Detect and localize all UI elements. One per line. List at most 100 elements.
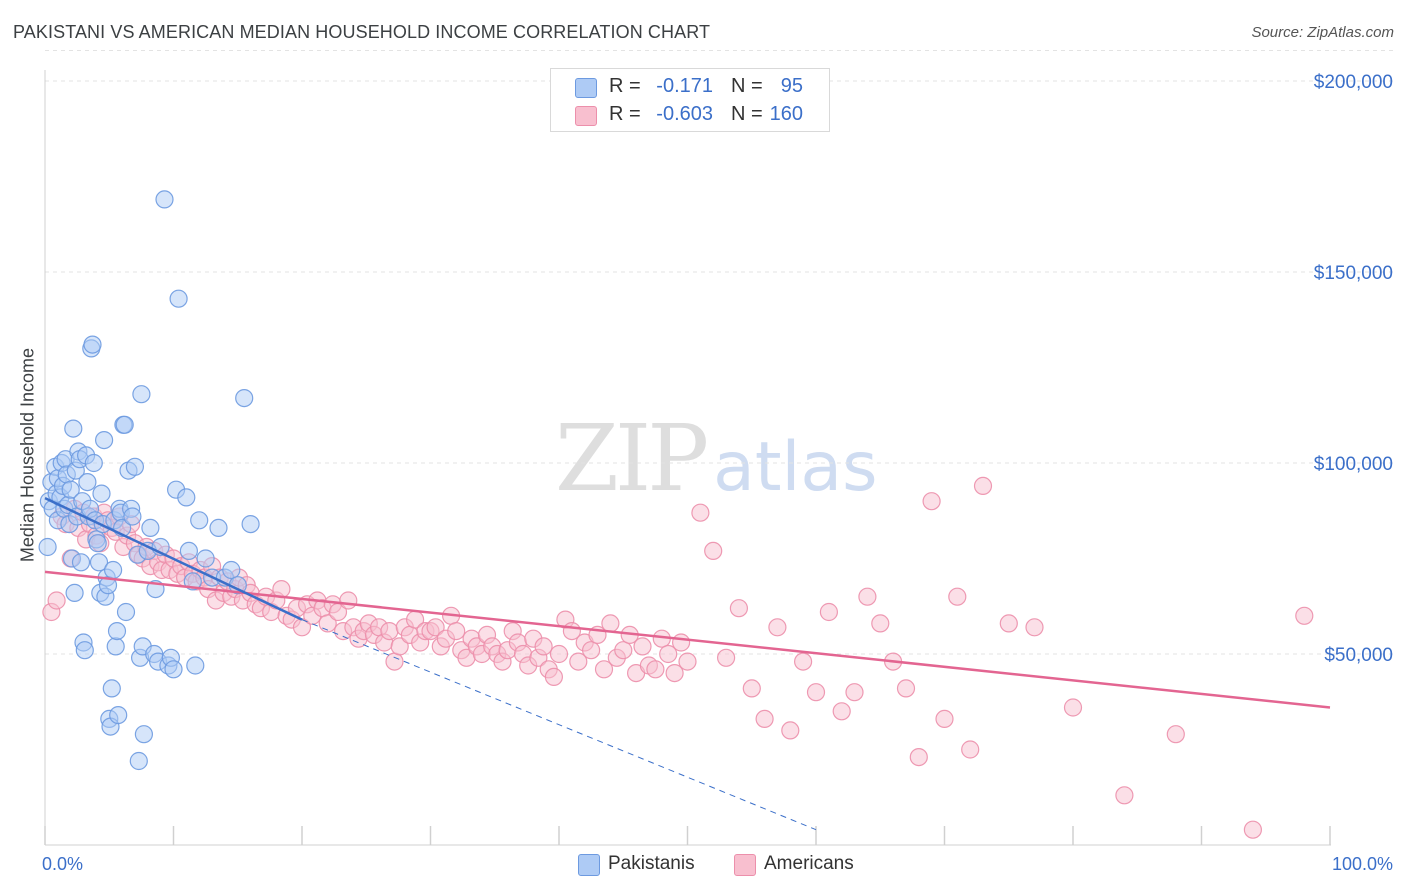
- n-value: 95: [780, 75, 803, 97]
- data-point-americans: [742, 679, 761, 698]
- legend-swatch-pakistanis: [575, 78, 597, 98]
- data-point-americans: [646, 660, 665, 679]
- data-point-americans: [534, 637, 553, 656]
- data-point-pakistanis: [107, 621, 127, 641]
- data-point-americans: [678, 652, 697, 671]
- data-point-pakistanis: [169, 289, 188, 308]
- data-point-americans: [871, 614, 890, 633]
- series-pakistanis: [38, 190, 260, 771]
- data-point-pakistanis: [125, 457, 144, 476]
- data-point-americans: [999, 614, 1018, 633]
- data-point-pakistanis: [190, 511, 209, 530]
- data-point-americans: [729, 599, 749, 618]
- stats-row-pakistanis: R = -0.171 N = 95: [551, 72, 829, 102]
- data-point-americans: [832, 702, 851, 721]
- y-tick-label: $50,000: [1324, 645, 1393, 666]
- data-point-americans: [447, 621, 466, 641]
- data-point-pakistanis: [71, 553, 91, 572]
- data-point-pakistanis: [132, 385, 151, 404]
- stats-legend: R = -0.171 N = 95 R = -0.603 N = 160: [550, 68, 830, 132]
- trend-line-pakistanis-extrapolated: [301, 619, 817, 831]
- data-point-americans: [973, 476, 993, 495]
- data-point-americans: [922, 492, 941, 511]
- data-point-americans: [671, 633, 691, 652]
- data-point-americans: [1166, 725, 1185, 744]
- data-point-americans: [1243, 820, 1263, 839]
- data-point-pakistanis: [241, 514, 260, 534]
- data-point-americans: [935, 709, 954, 729]
- r-label: R =: [609, 75, 641, 97]
- r-label: R =: [609, 103, 641, 125]
- data-point-pakistanis: [38, 537, 57, 557]
- data-point-americans: [909, 747, 928, 767]
- data-point-americans: [781, 721, 800, 740]
- data-point-americans: [569, 652, 588, 671]
- data-point-americans: [614, 641, 633, 660]
- data-point-americans: [318, 614, 337, 633]
- trend-line-pakistanis: [44, 497, 303, 621]
- data-point-pakistanis: [89, 553, 109, 572]
- data-point-pakistanis: [115, 415, 134, 434]
- data-point-americans: [845, 683, 864, 702]
- data-point-pakistanis: [183, 572, 202, 591]
- data-point-pakistanis: [222, 560, 241, 580]
- data-point-americans: [1295, 606, 1314, 625]
- data-point-pakistanis: [106, 637, 125, 656]
- legend-swatch-americans: [575, 106, 597, 126]
- x-tick-labels: 0.0% 100.0%: [42, 854, 1393, 874]
- r-value: -0.603: [656, 103, 713, 125]
- data-point-americans: [549, 644, 569, 664]
- data-point-pakistanis: [196, 549, 215, 568]
- data-point-americans: [716, 648, 736, 667]
- chart-title: PAKISTANI VS AMERICAN MEDIAN HOUSEHOLD I…: [13, 22, 711, 42]
- data-point-americans: [339, 591, 358, 610]
- watermark-atlas: atlas: [713, 428, 878, 507]
- legend-label-pakistanis: Pakistanis: [608, 853, 695, 874]
- data-point-pakistanis: [78, 473, 97, 492]
- data-point-americans: [858, 587, 877, 606]
- data-point-pakistanis: [186, 656, 205, 675]
- y-tick-labels: $50,000 $100,000 $150,000 $200,000: [1314, 72, 1393, 666]
- data-point-pakistanis: [88, 534, 107, 553]
- n-label: N =: [731, 75, 763, 97]
- data-point-americans: [633, 637, 652, 656]
- legend-label-americans: Americans: [764, 853, 854, 874]
- y-tick-label: $150,000: [1314, 263, 1393, 284]
- data-point-americans: [1115, 786, 1134, 805]
- trend-lines: [44, 497, 1331, 831]
- data-point-pakistanis: [179, 541, 198, 561]
- data-point-americans: [594, 660, 614, 679]
- data-point-americans: [691, 503, 710, 522]
- data-point-americans: [704, 541, 723, 561]
- data-point-pakistanis: [61, 480, 80, 499]
- data-point-pakistanis: [84, 453, 103, 473]
- data-point-pakistanis: [235, 389, 254, 408]
- data-point-americans: [819, 602, 839, 622]
- data-point-americans: [47, 591, 66, 610]
- data-point-pakistanis: [116, 602, 136, 622]
- series-americans: [42, 476, 1314, 839]
- data-point-americans: [665, 663, 684, 683]
- legend-swatch-americans: [734, 854, 756, 876]
- data-point-pakistanis: [164, 660, 183, 679]
- data-point-americans: [755, 709, 774, 729]
- y-tick-label: $100,000: [1314, 454, 1393, 475]
- data-point-pakistanis: [65, 583, 84, 603]
- grid: [45, 49, 1395, 655]
- watermark: ZIP atlas: [555, 405, 878, 512]
- data-point-americans: [896, 679, 916, 698]
- data-point-americans: [1063, 698, 1083, 717]
- data-point-pakistanis: [129, 751, 148, 771]
- data-point-pakistanis: [109, 705, 128, 725]
- n-label: N =: [731, 103, 763, 125]
- x-tick-label: 0.0%: [42, 854, 83, 874]
- data-point-pakistanis: [102, 679, 121, 698]
- data-point-pakistanis: [209, 518, 228, 538]
- r-value: -0.171: [656, 75, 713, 97]
- axes: [44, 70, 1331, 846]
- data-point-pakistanis: [177, 488, 196, 507]
- data-point-americans: [948, 587, 967, 606]
- data-point-pakistanis: [134, 725, 153, 744]
- data-point-pakistanis: [155, 190, 174, 209]
